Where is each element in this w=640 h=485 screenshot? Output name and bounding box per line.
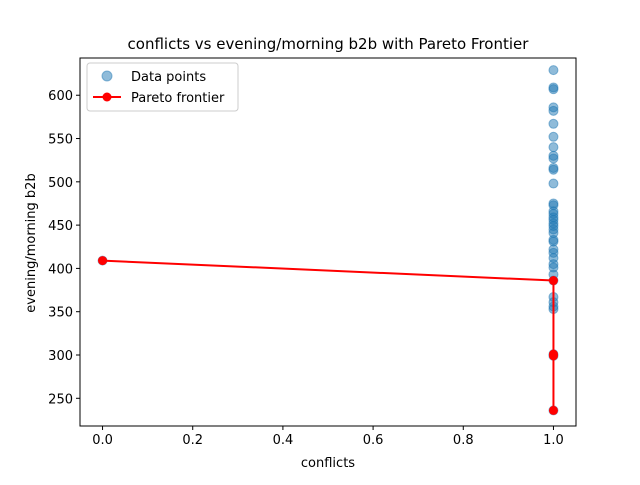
- y-tick-label: 350: [48, 306, 73, 321]
- data-point: [548, 65, 559, 76]
- pareto-point: [548, 276, 558, 286]
- data-point: [548, 118, 559, 129]
- y-tick-label: 450: [48, 219, 73, 234]
- legend-data-points-label: Data points: [131, 70, 206, 85]
- pareto-point: [548, 351, 558, 361]
- plot-area: 0.0 0.2 0.4 0.6 0.8 1.0 250 300 350 400 450 500 550 6…: [48, 57, 577, 448]
- data-point: [548, 82, 559, 93]
- pareto-point: [548, 405, 558, 415]
- x-axis-label: conflicts: [301, 456, 355, 471]
- legend: Data points Pareto frontier: [86, 62, 239, 112]
- legend-box: [86, 62, 239, 112]
- data-point: [548, 131, 559, 142]
- axes-frame: [79, 57, 577, 427]
- pareto-point: [98, 256, 108, 266]
- legend-data-points-marker: [101, 70, 113, 82]
- y-tick-label: 500: [48, 176, 73, 191]
- legend-pareto-label: Pareto frontier: [131, 91, 225, 106]
- x-tick-label: 0.4: [273, 433, 294, 448]
- data-point: [548, 162, 559, 173]
- x-tick-label: 0.2: [182, 433, 203, 448]
- y-tick-label: 400: [48, 262, 73, 277]
- legend-pareto-marker: [102, 92, 112, 102]
- data-point: [548, 150, 559, 161]
- y-tick-label: 250: [48, 392, 73, 407]
- data-point: [548, 198, 559, 209]
- x-tick-label: 0.6: [363, 433, 384, 448]
- y-tick-label: 300: [48, 349, 73, 364]
- chart-title: conflicts vs evening/morning b2b with Pa…: [128, 35, 530, 53]
- data-point: [548, 142, 559, 153]
- x-tick-label: 1.0: [543, 433, 564, 448]
- data-point: [548, 178, 559, 189]
- data-point: [548, 102, 559, 113]
- y-tick-label: 550: [48, 133, 73, 148]
- x-tick-label: 0.8: [453, 433, 474, 448]
- y-tick-label: 600: [48, 89, 73, 104]
- x-tick-label: 0.0: [92, 433, 113, 448]
- y-axis-label: evening/morning b2b: [24, 173, 39, 312]
